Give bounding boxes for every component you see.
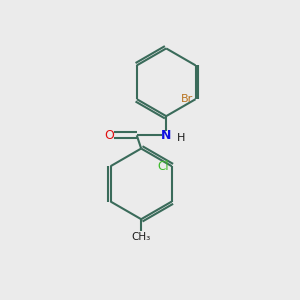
Text: Cl: Cl — [157, 160, 169, 173]
Text: CH₃: CH₃ — [131, 232, 151, 242]
Text: N: N — [161, 129, 171, 142]
Text: H: H — [176, 133, 185, 142]
Text: Br: Br — [181, 94, 193, 104]
Text: O: O — [104, 129, 114, 142]
